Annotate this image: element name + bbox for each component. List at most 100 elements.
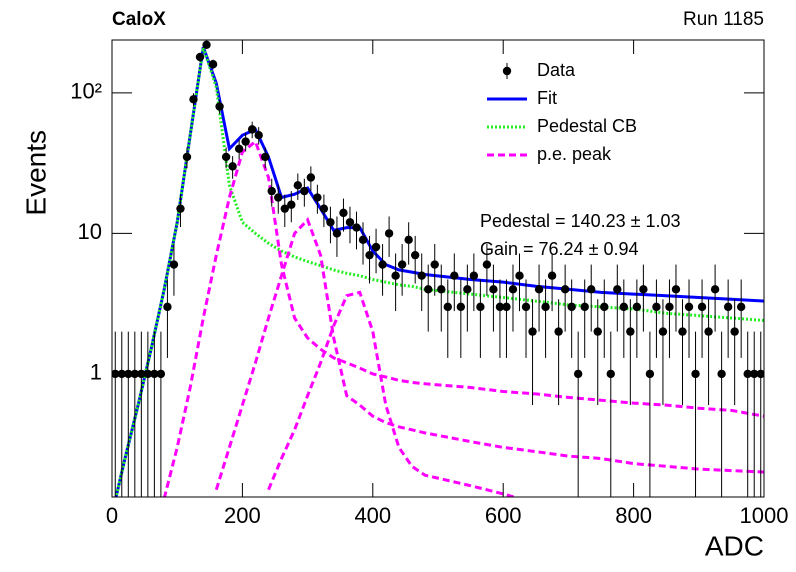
fit-curve [114,46,764,497]
data-point [332,229,342,238]
data-point [169,260,179,269]
data-point [534,285,544,294]
data-point [156,369,166,379]
fit-curve [114,47,764,497]
data-point [391,271,400,280]
data-point [234,144,244,154]
data-point [567,302,576,312]
data-point [371,242,381,252]
data-point [495,302,505,312]
data-point [652,302,661,312]
data-point [247,125,257,134]
x-tick-label: 200 [224,503,261,528]
data-point [352,223,361,232]
data-point [345,218,355,227]
data-point [521,302,531,312]
data-point [489,285,498,294]
data-point [424,285,433,294]
data-point [137,369,146,379]
data-point [606,369,615,379]
data-point [293,181,303,190]
data-point [482,260,492,269]
data-point [717,369,726,379]
data-point [267,186,276,196]
data-point [658,327,668,336]
run-label: Run 1185 [683,9,764,30]
data-point [554,327,563,336]
data-point [691,369,700,379]
annotation: Pedestal = 140.23 ± 1.03 [480,211,681,231]
data-point [319,204,329,213]
data-point [665,302,674,312]
data-point [515,271,524,280]
data-point [241,137,250,146]
data-point [678,327,687,336]
data-point [417,271,426,280]
data-point [593,327,602,336]
data-point [587,285,596,294]
y-tick-label: 10 [78,219,102,244]
data-point [730,327,739,336]
data-point [358,235,368,245]
frame [111,39,765,498]
data-point [723,302,733,312]
data-point [176,204,185,213]
legend-label: Pedestal CB [537,116,637,136]
data-point [300,186,309,196]
x-tick-label: 400 [354,503,391,528]
data-point [215,102,224,111]
data-point [397,260,407,269]
data-point [261,152,270,162]
data-point [573,369,583,379]
y-tick-label: 10² [70,79,102,104]
data-point [130,369,140,379]
data-point [528,327,537,336]
data-point [502,302,511,312]
data-point [639,285,648,294]
data-point [580,302,589,312]
x-tick-label: 0 [106,503,118,528]
x-tick-label: 800 [615,503,652,528]
data-point [437,285,446,294]
data-point [697,302,707,312]
data-point [195,52,205,62]
data-point [508,285,518,294]
data-point [456,302,466,312]
data-point [541,302,550,312]
data-point [476,302,485,312]
annotation: Gain = 76.24 ± 0.94 [480,239,639,259]
pe-curve [163,139,764,497]
data-point [280,204,289,213]
data-point [326,218,335,227]
data-point [547,271,557,280]
data-point [469,271,479,280]
y-tick-label: 1 [90,360,102,385]
data-point [632,302,642,312]
data-point [384,229,394,238]
data-point [704,327,713,336]
data-point [710,285,720,294]
data-point [221,152,231,162]
legend-label: Data [537,60,576,80]
data-point [463,285,472,294]
x-tick-label: 1000 [740,503,789,528]
data-point [339,208,348,218]
data-point [645,369,655,379]
data-point [313,193,322,202]
data-point [736,302,746,312]
legend-label: p.e. peak [537,144,612,164]
data-point [684,302,694,312]
data-point [150,369,159,379]
data-point [560,285,570,294]
data-point [208,60,218,69]
data-point [306,173,316,182]
data-point [378,260,387,269]
data-point [450,271,459,280]
data-point [365,250,374,260]
data-point [410,250,420,260]
data-point [202,40,211,49]
data-point [404,235,413,245]
data-point [143,369,153,379]
